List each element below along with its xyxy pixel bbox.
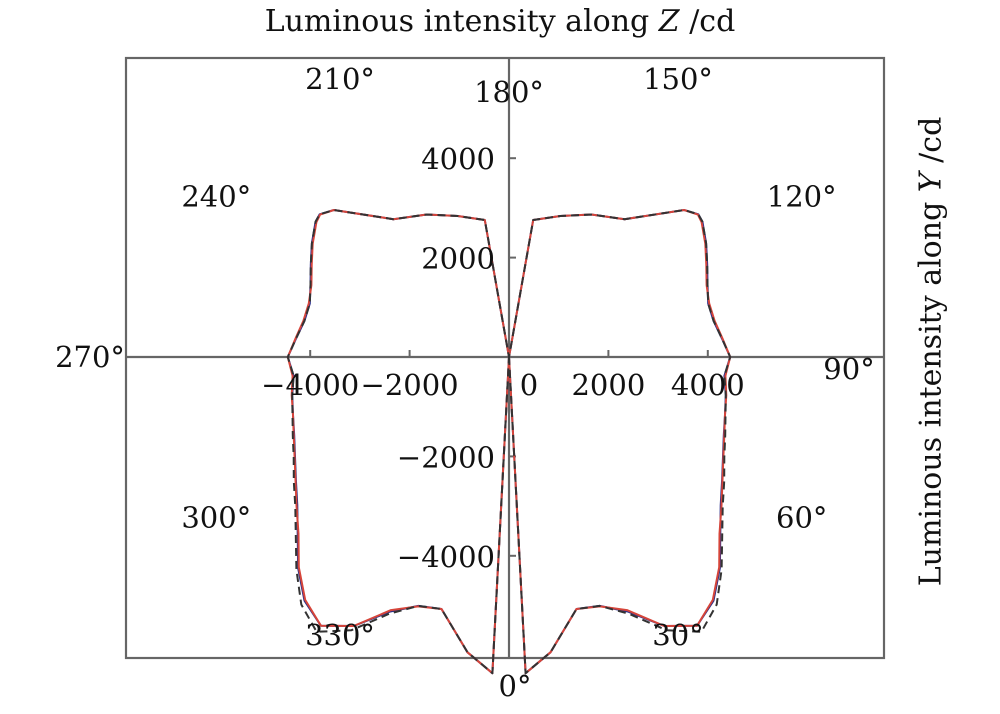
x-tick-label: −4000 (261, 368, 359, 402)
y-tick-label: −4000 (397, 540, 495, 574)
x-tick-label: −2000 (361, 368, 459, 402)
title-text: Luminous intensity along (264, 4, 659, 39)
y-tick-label: 2000 (421, 242, 495, 276)
labels-layer: −4000 −2000 0 2000 400040002000−2000−40000°3… (55, 62, 875, 703)
title-axis-var: Z (658, 4, 680, 39)
angle-label: 210° (305, 62, 375, 96)
angle-label: 270° (55, 340, 125, 374)
ticks-layer (309, 157, 709, 557)
angle-label: 300° (181, 501, 251, 535)
title-unit: /cd (679, 4, 736, 39)
angle-label: 90° (823, 352, 874, 386)
x-tick-label: 0 (520, 368, 538, 402)
angle-label: 330° (305, 618, 375, 652)
angle-label: 0° (499, 669, 532, 703)
angle-label: 60° (776, 501, 827, 535)
angle-label: 150° (643, 62, 713, 96)
angle-label: 180° (474, 75, 544, 109)
x-tick-label: 2000 (571, 368, 645, 402)
y-tick-label: 4000 (421, 142, 495, 176)
angle-label: 120° (767, 179, 837, 213)
angle-label: 30° (652, 618, 703, 652)
series-3-line (286, 209, 732, 675)
angle-label: 240° (181, 179, 251, 213)
x-tick-label: 4000 (671, 368, 745, 402)
y-tick-label: −2000 (397, 440, 495, 474)
chart-title: Luminous intensity along Z /cd (0, 4, 1000, 39)
curves-layer (286, 209, 732, 675)
